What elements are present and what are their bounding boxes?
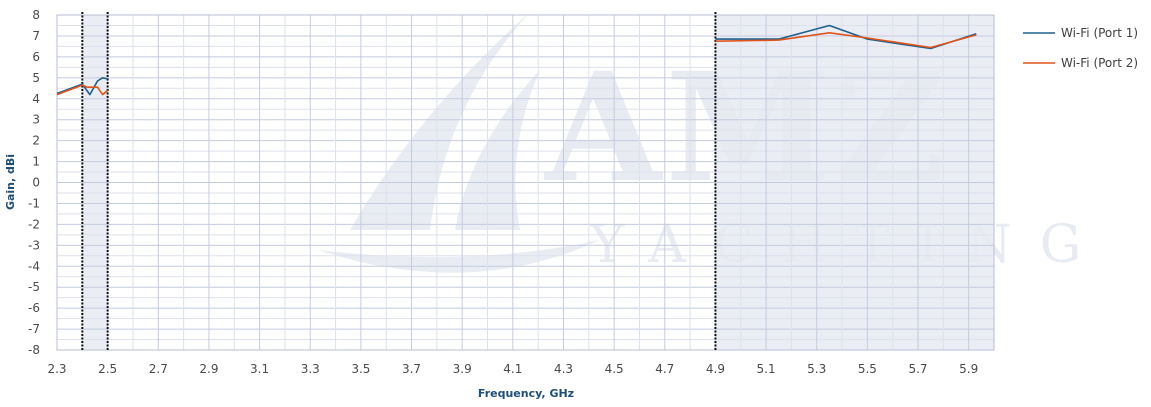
y-tick-label: -1 — [28, 196, 40, 210]
y-tick-label: -2 — [28, 217, 40, 231]
x-tick-label: 2.7 — [149, 362, 168, 376]
y-tick-label: 4 — [32, 92, 40, 106]
y-axis-label: Gain, dBi — [4, 154, 17, 210]
x-tick-label: 5.9 — [959, 362, 978, 376]
x-tick-label: 5.1 — [757, 362, 776, 376]
y-tick-label: 2 — [32, 134, 40, 148]
x-tick-label: 4.9 — [706, 362, 725, 376]
y-tick-label: 0 — [32, 176, 40, 190]
legend-label-port-2: Wi-Fi (Port 2) — [1061, 56, 1138, 70]
x-tick-label: 5.5 — [858, 362, 877, 376]
x-tick-label: 4.1 — [503, 362, 522, 376]
x-axis-label: Frequency, GHz — [478, 387, 574, 400]
y-tick-label: 7 — [32, 29, 40, 43]
x-tick-label: 5.7 — [908, 362, 927, 376]
x-tick-label: 4.5 — [605, 362, 624, 376]
y-tick-label: 5 — [32, 71, 40, 85]
y-tick-label: -5 — [28, 280, 40, 294]
x-tick-label: 4.7 — [655, 362, 674, 376]
y-tick-label: -4 — [28, 259, 40, 273]
x-tick-label: 2.9 — [199, 362, 218, 376]
x-tick-label: 2.5 — [98, 362, 117, 376]
y-tick-label: -3 — [28, 238, 40, 252]
x-tick-label: 3.7 — [402, 362, 421, 376]
y-tick-label: -7 — [28, 322, 40, 336]
y-tick-label: 6 — [32, 50, 40, 64]
x-tick-label: 5.3 — [807, 362, 826, 376]
sailboat-logo — [318, 12, 600, 273]
x-tick-label: 2.3 — [47, 362, 66, 376]
plot-area — [56, 14, 995, 351]
x-tick-label: 3.9 — [453, 362, 472, 376]
legend: Wi-Fi (Port 1) Wi-Fi (Port 2) — [1023, 26, 1138, 70]
series-line-port-2 — [715, 31, 977, 49]
y-tick-label: 8 — [32, 8, 40, 22]
y-tick-label: 3 — [32, 113, 40, 127]
y-tick-label: -8 — [28, 343, 40, 357]
y-tick-label: -6 — [28, 301, 40, 315]
x-tick-label: 3.3 — [301, 362, 320, 376]
x-tick-label: 3.1 — [250, 362, 269, 376]
series-line-port-2 — [56, 84, 109, 96]
legend-label-port-1: Wi-Fi (Port 1) — [1061, 26, 1138, 40]
x-tick-label: 4.3 — [554, 362, 573, 376]
y-tick-label: 1 — [32, 155, 40, 169]
x-tick-label: 3.5 — [351, 362, 370, 376]
